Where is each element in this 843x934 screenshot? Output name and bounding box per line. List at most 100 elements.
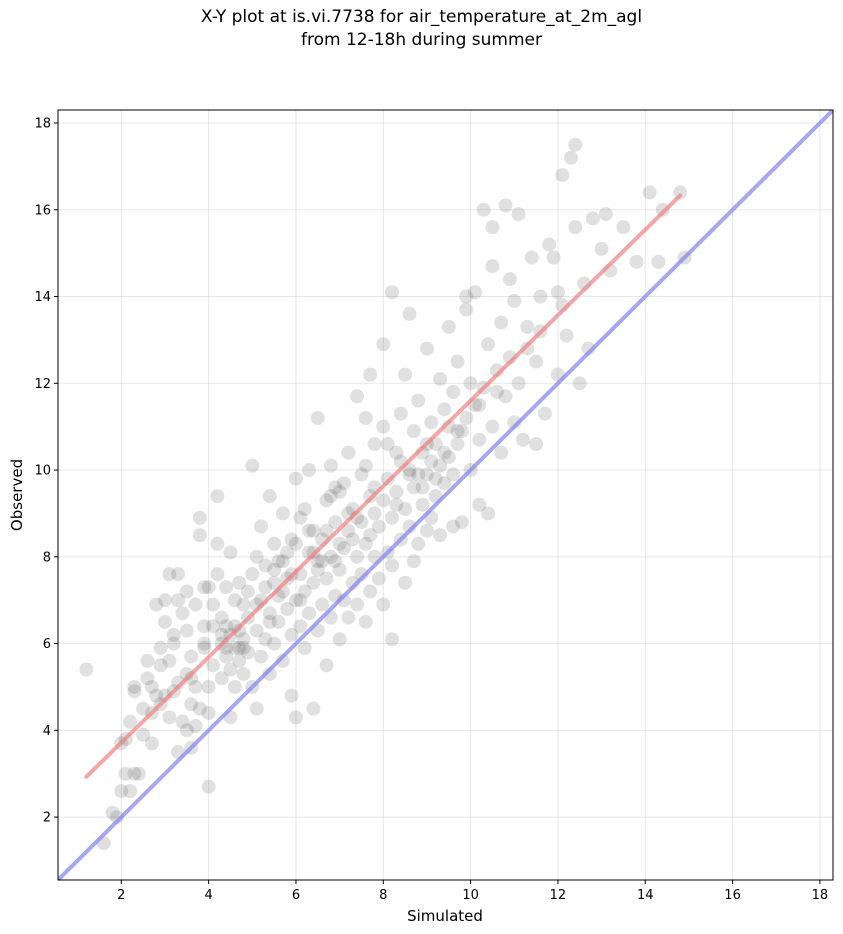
data-point bbox=[144, 736, 159, 751]
data-point bbox=[267, 536, 282, 551]
data-point bbox=[542, 237, 557, 252]
data-point bbox=[280, 545, 295, 560]
y-tick-label: 12 bbox=[34, 377, 51, 392]
data-point bbox=[219, 619, 234, 634]
data-point bbox=[419, 467, 434, 482]
data-points bbox=[79, 137, 692, 851]
data-point bbox=[267, 636, 282, 651]
chart-title-line-2: from 12-18h during summer bbox=[301, 30, 542, 50]
data-point bbox=[223, 545, 238, 560]
data-point bbox=[520, 319, 535, 334]
data-point bbox=[354, 515, 369, 530]
data-point bbox=[507, 293, 522, 308]
data-point bbox=[258, 558, 273, 573]
data-point bbox=[254, 519, 269, 534]
data-point bbox=[254, 649, 269, 664]
data-point bbox=[188, 719, 203, 733]
data-point bbox=[197, 580, 212, 595]
data-point bbox=[616, 220, 631, 235]
data-point bbox=[494, 315, 509, 330]
data-point bbox=[175, 606, 190, 621]
data-point bbox=[136, 727, 151, 742]
data-point bbox=[323, 549, 338, 564]
data-point bbox=[450, 354, 465, 369]
x-tick-label: 2 bbox=[117, 888, 125, 903]
data-point bbox=[533, 289, 548, 304]
chart-title-line-1: X-Y plot at is.vi.7738 for air_temperatu… bbox=[200, 7, 643, 27]
data-point bbox=[550, 285, 565, 300]
data-point bbox=[188, 597, 203, 612]
data-point bbox=[232, 575, 247, 590]
data-point bbox=[389, 497, 404, 512]
data-point bbox=[179, 623, 194, 638]
data-point bbox=[310, 554, 325, 569]
data-point bbox=[267, 562, 282, 577]
data-point bbox=[406, 424, 421, 439]
data-point bbox=[153, 658, 168, 673]
data-point bbox=[568, 220, 583, 235]
data-point bbox=[472, 497, 487, 512]
fit-line bbox=[84, 193, 683, 779]
data-point bbox=[284, 532, 299, 547]
data-point bbox=[385, 632, 400, 647]
data-point bbox=[219, 580, 234, 595]
data-point bbox=[594, 241, 609, 256]
data-point bbox=[459, 411, 474, 425]
data-point bbox=[184, 671, 199, 686]
data-point bbox=[232, 653, 247, 668]
data-point bbox=[446, 384, 461, 399]
axis-ticks: 2 4 6 8 10 12 14 16 18 2 4 6 8 10 12 14 16 18 bbox=[34, 117, 828, 903]
data-point bbox=[572, 376, 587, 391]
data-point bbox=[302, 606, 317, 621]
data-point bbox=[494, 445, 509, 460]
y-tick-label: 8 bbox=[43, 550, 51, 565]
data-point bbox=[288, 710, 303, 725]
x-tick-label: 6 bbox=[292, 888, 300, 903]
data-point bbox=[236, 632, 251, 647]
data-point bbox=[262, 614, 277, 629]
data-point bbox=[240, 645, 255, 660]
data-point bbox=[157, 593, 172, 608]
data-point bbox=[459, 289, 474, 304]
plot-frame bbox=[57, 109, 834, 881]
data-point bbox=[476, 202, 491, 217]
data-point bbox=[206, 658, 220, 673]
x-tick-label: 12 bbox=[550, 888, 567, 903]
data-point bbox=[332, 484, 347, 499]
data-point bbox=[406, 554, 421, 569]
data-point bbox=[419, 523, 434, 538]
data-point bbox=[642, 185, 657, 200]
data-point bbox=[288, 536, 303, 551]
data-point bbox=[350, 597, 365, 612]
data-point bbox=[450, 437, 465, 452]
data-point bbox=[79, 662, 94, 677]
data-point bbox=[197, 636, 212, 651]
data-point bbox=[171, 567, 186, 582]
data-point bbox=[297, 502, 312, 517]
data-point bbox=[288, 471, 303, 486]
data-point bbox=[302, 523, 317, 538]
data-point bbox=[192, 510, 207, 525]
data-point bbox=[406, 480, 421, 495]
data-point bbox=[376, 493, 391, 508]
data-point bbox=[472, 397, 487, 412]
data-point bbox=[328, 480, 343, 495]
x-tick-label: 14 bbox=[637, 888, 654, 903]
data-point bbox=[319, 523, 334, 538]
data-point bbox=[398, 367, 413, 382]
data-point bbox=[598, 207, 613, 222]
data-point bbox=[524, 250, 539, 265]
data-point bbox=[288, 593, 303, 608]
data-point bbox=[498, 198, 513, 213]
data-point bbox=[498, 389, 513, 404]
data-point bbox=[306, 701, 321, 716]
data-point bbox=[236, 640, 251, 655]
data-point bbox=[162, 567, 177, 582]
data-point bbox=[446, 467, 461, 482]
data-point bbox=[302, 463, 317, 478]
data-point bbox=[511, 376, 526, 391]
data-point bbox=[105, 805, 120, 820]
data-point bbox=[328, 554, 343, 569]
data-point bbox=[267, 575, 282, 590]
